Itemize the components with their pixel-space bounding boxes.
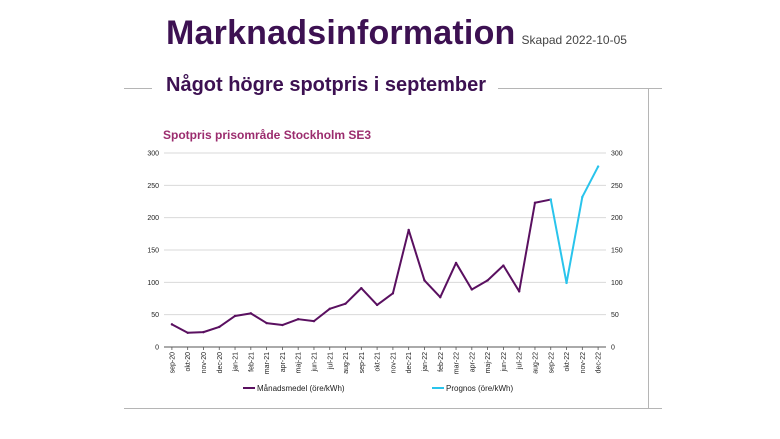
y-tick-label-left: 50 bbox=[151, 312, 159, 319]
data-point bbox=[265, 321, 268, 325]
x-tick-label: sep-22 bbox=[548, 352, 555, 374]
x-tick-label: nov-22 bbox=[580, 352, 587, 374]
data-point bbox=[186, 331, 189, 334]
series-lines bbox=[170, 165, 600, 334]
y-tick-label-left: 100 bbox=[147, 280, 159, 287]
chart-title: Spotpris prisområde Stockholm SE3 bbox=[163, 128, 371, 142]
data-point bbox=[375, 303, 379, 307]
x-tick-label: sep-21 bbox=[359, 352, 366, 374]
x-tick-label: nov-20 bbox=[201, 352, 208, 374]
y-tick-label-right: 50 bbox=[611, 312, 619, 319]
divider-right bbox=[648, 89, 649, 409]
title-row: Marknadsinformation Skapad 2022-10-05 bbox=[166, 14, 627, 53]
data-point bbox=[296, 317, 300, 321]
y-tick-label-right: 0 bbox=[611, 345, 615, 352]
data-point bbox=[549, 198, 552, 201]
x-tick-label: feb-22 bbox=[438, 352, 445, 372]
x-tick-label: aug-21 bbox=[343, 352, 350, 374]
y-axis-left: 0 50 100 150 200 250 300 bbox=[147, 151, 159, 352]
y-tick-label-right: 150 bbox=[611, 248, 623, 255]
x-tick-label: apr-22 bbox=[469, 352, 476, 372]
data-point bbox=[470, 288, 474, 291]
legend-label: Prognos (öre/kWh) bbox=[446, 384, 513, 393]
x-tick-label: jun-21 bbox=[311, 352, 318, 373]
data-point bbox=[202, 330, 205, 334]
page-title: Marknadsinformation bbox=[166, 14, 516, 52]
divider-top bbox=[498, 88, 662, 89]
x-tick-label: okt-20 bbox=[185, 352, 192, 372]
x-tick-label: okt-22 bbox=[564, 352, 571, 372]
page-subtitle: Något högre spotpris i september bbox=[166, 74, 487, 96]
x-tick-label: jun-22 bbox=[501, 352, 508, 373]
x-axis: sep-20 okt-20 nov-20 dec-20 jan-21 feb-21 mar-… bbox=[169, 347, 603, 374]
grid-lines bbox=[164, 152, 606, 348]
x-tick-label: mar-21 bbox=[264, 352, 271, 374]
data-point bbox=[454, 261, 458, 265]
y-tick-label-left: 150 bbox=[147, 248, 159, 255]
legend: Månadsmedel (öre/kWh) Prognos (öre/kWh) bbox=[243, 384, 513, 393]
data-point bbox=[581, 195, 584, 199]
data-point bbox=[517, 290, 521, 293]
y-tick-label-right: 100 bbox=[611, 280, 623, 287]
y-tick-label-right: 250 bbox=[611, 183, 623, 190]
y-axis-right: 0 50 100 150 200 250 300 bbox=[611, 151, 623, 352]
x-tick-label: dec-21 bbox=[406, 352, 413, 374]
x-tick-label: jul-22 bbox=[517, 352, 524, 370]
x-tick-label: maj-21 bbox=[296, 352, 303, 374]
x-tick-label: dec-22 bbox=[596, 352, 603, 374]
y-tick-label-left: 200 bbox=[147, 215, 159, 222]
legend-label: Månadsmedel (öre/kWh) bbox=[257, 384, 345, 393]
series-line bbox=[171, 198, 551, 334]
x-tick-label: maj-22 bbox=[485, 352, 492, 374]
x-tick-label: aug-22 bbox=[532, 352, 539, 374]
y-tick-label-right: 300 bbox=[611, 151, 623, 158]
data-point bbox=[344, 302, 347, 305]
x-tick-label: feb-21 bbox=[248, 352, 255, 372]
data-point bbox=[407, 228, 410, 232]
divider-left bbox=[124, 88, 152, 89]
x-tick-label: nov-21 bbox=[390, 352, 397, 374]
data-point bbox=[423, 279, 426, 282]
data-point bbox=[596, 165, 600, 168]
x-tick-label: mar-22 bbox=[454, 352, 461, 374]
data-point bbox=[218, 325, 221, 329]
data-point bbox=[233, 314, 237, 318]
y-tick-label-left: 300 bbox=[147, 151, 159, 158]
data-point bbox=[312, 319, 316, 323]
data-point bbox=[502, 264, 505, 267]
data-point bbox=[249, 312, 253, 315]
data-point bbox=[281, 323, 284, 327]
x-tick-label: jan-22 bbox=[422, 352, 429, 373]
data-point bbox=[533, 201, 537, 204]
x-tick-label: jan-21 bbox=[233, 352, 240, 373]
x-tick-label: dec-20 bbox=[217, 352, 224, 374]
x-tick-label: jul-21 bbox=[327, 352, 334, 370]
x-tick-label: okt-21 bbox=[375, 352, 382, 372]
created-date: Skapad 2022-10-05 bbox=[521, 33, 627, 47]
data-point bbox=[328, 307, 331, 311]
divider-bottom bbox=[124, 408, 662, 409]
x-tick-label: apr-21 bbox=[280, 352, 287, 372]
data-point bbox=[486, 279, 489, 282]
data-point bbox=[439, 296, 442, 299]
y-tick-label-right: 200 bbox=[611, 215, 623, 222]
y-tick-label-left: 0 bbox=[155, 345, 159, 352]
series-line bbox=[549, 166, 599, 284]
data-point bbox=[565, 281, 568, 285]
data-point bbox=[360, 286, 363, 290]
data-point bbox=[170, 323, 174, 326]
data-point bbox=[391, 292, 395, 295]
x-tick-label: sep-20 bbox=[169, 352, 176, 374]
y-tick-label-left: 250 bbox=[147, 183, 159, 190]
